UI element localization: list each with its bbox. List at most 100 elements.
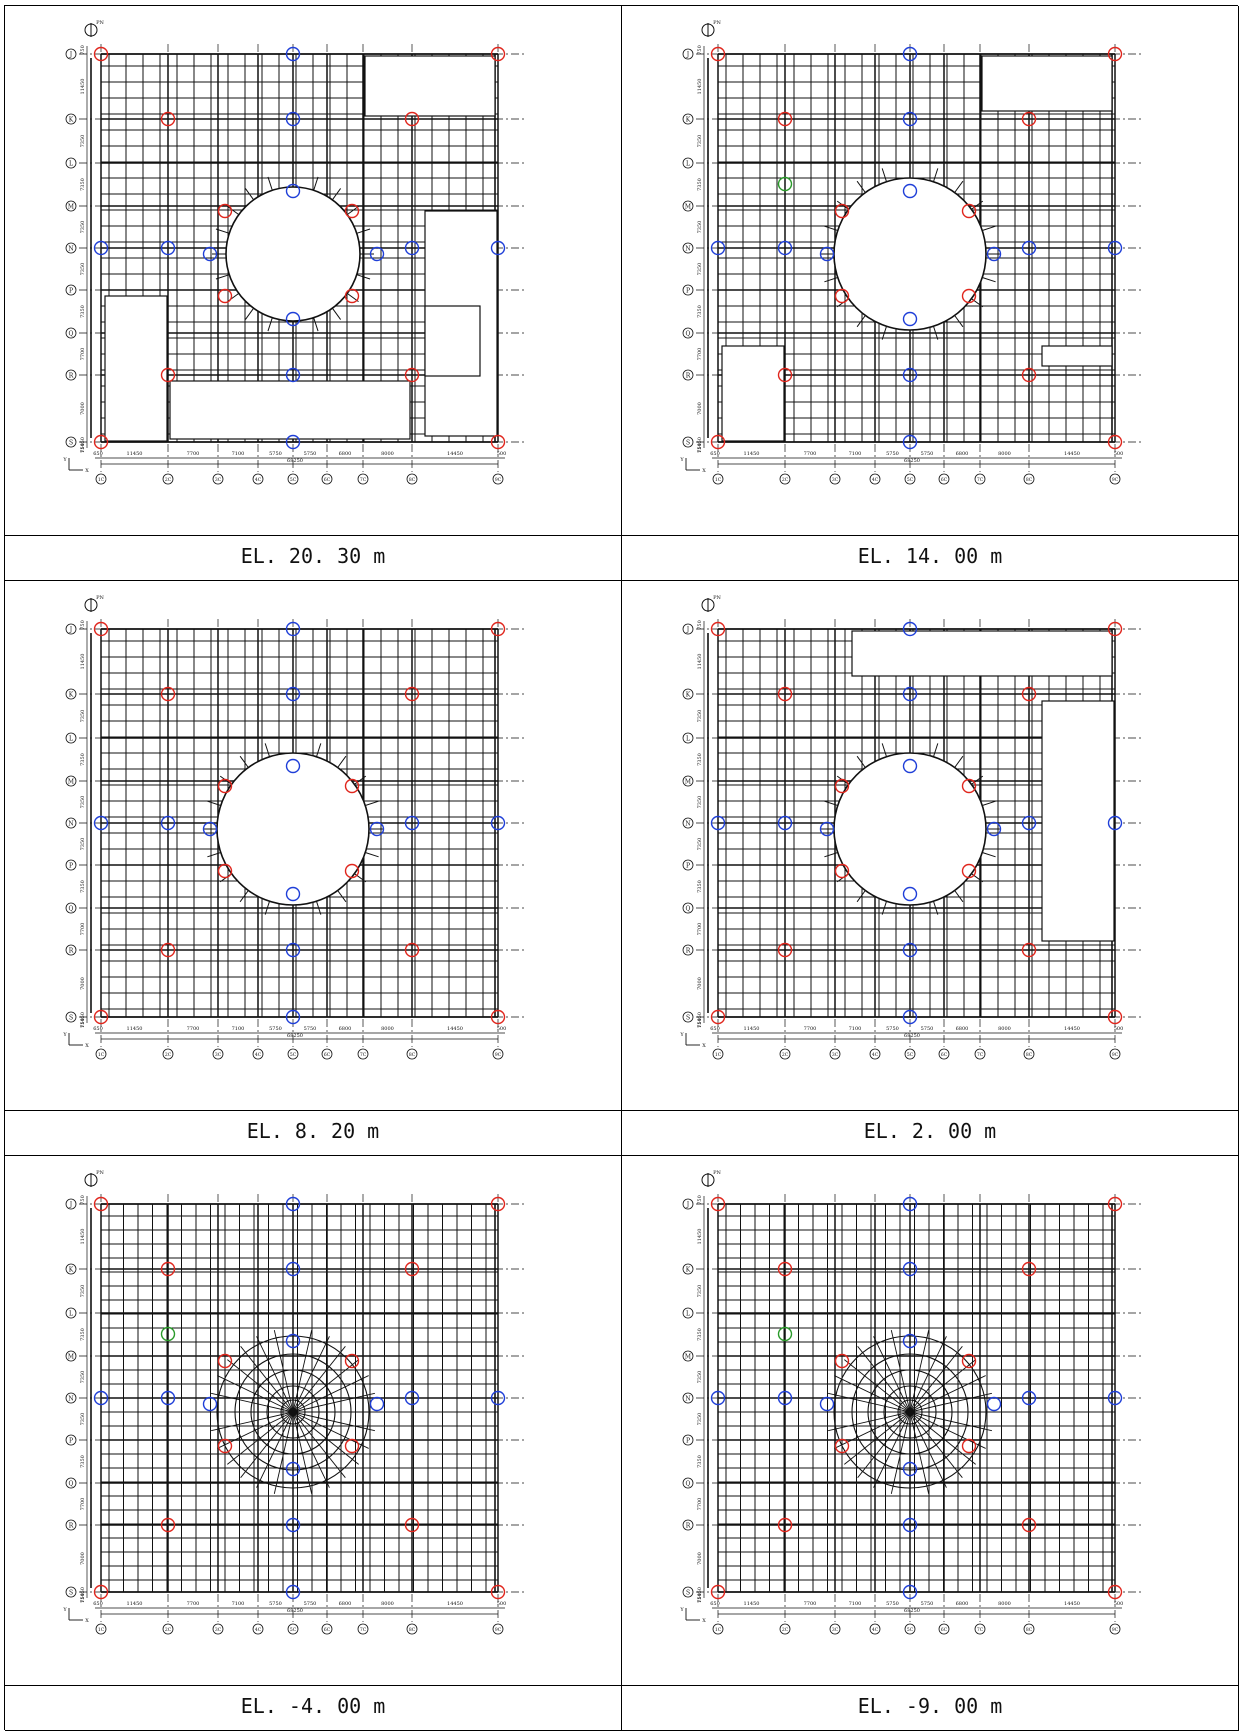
column-marker-blue xyxy=(285,183,301,199)
column-axis-label: 7C xyxy=(977,477,984,483)
axis-y-label: Y xyxy=(679,1032,684,1038)
column-spacing-label: 8000 xyxy=(998,451,1011,457)
row-axis-bubble xyxy=(65,688,77,700)
column-marker-red xyxy=(1021,1261,1037,1277)
radial-stub xyxy=(267,176,273,191)
row-spacing-label: 750 xyxy=(80,443,86,453)
row-spacing-label: 11450 xyxy=(80,1012,86,1028)
total-dimension-label: 68250 xyxy=(287,458,303,464)
column-axis-label: 9C xyxy=(495,1052,502,1058)
column-spacing-label: 8000 xyxy=(381,1026,394,1032)
radial-stub xyxy=(337,755,347,768)
column-axis-bubble xyxy=(1109,1048,1121,1060)
radial-stub xyxy=(215,228,230,234)
column-axis-bubble xyxy=(974,1048,986,1060)
row-axis-bubble xyxy=(682,369,694,381)
row-axis-bubble xyxy=(65,1198,77,1210)
radial-beam xyxy=(292,1359,359,1413)
column-axis-label: 1C xyxy=(98,1627,105,1633)
radial-beam xyxy=(292,1411,313,1494)
row-axis-label: R xyxy=(69,1523,74,1530)
row-spacing-label: 7350 xyxy=(80,880,86,893)
row-axis-bubble xyxy=(65,775,77,787)
radial-beam xyxy=(273,1411,294,1494)
row-spacing-label: 7700 xyxy=(697,1498,703,1511)
radial-beam xyxy=(211,1411,294,1432)
column-axis-label: 5C xyxy=(907,1052,914,1058)
caption-divider xyxy=(622,1110,1238,1111)
row-axis-bubble xyxy=(65,817,77,829)
column-marker-red xyxy=(1021,1517,1037,1533)
column-marker-blue xyxy=(285,1196,301,1212)
column-marker-blue xyxy=(819,246,835,262)
column-axis-bubble xyxy=(938,1048,950,1060)
column-axis-label: 7C xyxy=(360,1627,367,1633)
column-marker-blue xyxy=(285,942,301,958)
column-axis-bubble xyxy=(938,473,950,485)
radial-stub xyxy=(881,168,887,182)
radial-stub xyxy=(337,890,347,903)
radial-beam xyxy=(292,1392,375,1413)
radial-stub xyxy=(313,317,319,332)
column-spacing-label: 7100 xyxy=(232,1026,245,1032)
row-axis-label: L xyxy=(69,1311,73,1318)
column-marker-red xyxy=(160,111,176,127)
column-marker-red xyxy=(777,686,793,702)
radial-stub xyxy=(856,180,866,193)
column-marker-blue xyxy=(404,240,420,256)
column-marker-red xyxy=(1021,686,1037,702)
column-marker-blue xyxy=(285,686,301,702)
column-marker-blue xyxy=(902,886,918,902)
row-spacing-label: 7350 xyxy=(80,135,86,148)
row-spacing-label: 7350 xyxy=(80,838,86,851)
row-axis-bubble xyxy=(682,859,694,871)
column-marker-red xyxy=(160,942,176,958)
radial-beam xyxy=(240,1411,294,1478)
row-axis-bubble xyxy=(682,284,694,296)
radial-stub xyxy=(856,755,866,768)
column-spacing-label: 14450 xyxy=(447,1601,463,1607)
row-axis-bubble xyxy=(682,1011,694,1023)
row-axis-bubble xyxy=(65,327,77,339)
row-axis-label: N xyxy=(68,246,73,253)
column-marker-red xyxy=(710,434,726,450)
row-spacing-label: 750 xyxy=(697,1018,703,1028)
radial-stub xyxy=(346,205,359,216)
column-spacing-label: 650 xyxy=(93,451,103,457)
column-marker-blue xyxy=(285,1517,301,1533)
radial-beam xyxy=(909,1411,963,1478)
column-marker-red xyxy=(777,942,793,958)
elevation-label: EL. 8. 20 m xyxy=(246,1119,380,1143)
radial-beam xyxy=(890,1330,911,1413)
row-axis-label: K xyxy=(69,692,74,699)
row-spacing-label: 11450 xyxy=(697,79,703,95)
column-axis-label: 7C xyxy=(360,477,367,483)
column-marker-blue xyxy=(902,1584,918,1600)
north-label: PN xyxy=(713,595,721,601)
column-spacing-label: 650 xyxy=(710,451,720,457)
column-marker-red xyxy=(1107,1584,1123,1600)
row-axis-bubble xyxy=(682,902,694,914)
row-axis-label: R xyxy=(69,373,74,380)
column-spacing-label: 7100 xyxy=(232,451,245,457)
radial-beam xyxy=(240,1346,294,1413)
row-axis-bubble xyxy=(65,1263,77,1275)
column-spacing-label: 5750 xyxy=(921,451,934,457)
column-marker-blue xyxy=(285,621,301,637)
column-marker-blue xyxy=(819,1396,835,1412)
caption-divider xyxy=(622,535,1238,536)
radial-stub xyxy=(207,800,221,806)
column-marker-blue xyxy=(285,1333,301,1349)
column-marker-blue xyxy=(902,111,918,127)
radial-stub xyxy=(215,274,230,280)
column-spacing-label: 8000 xyxy=(381,451,394,457)
row-axis-label: L xyxy=(69,161,73,168)
row-spacing-label: 750 xyxy=(697,1195,703,1205)
column-axis-label: 5C xyxy=(290,1052,297,1058)
row-axis-label: S xyxy=(69,440,73,447)
row-spacing-label: 7350 xyxy=(80,221,86,234)
column-axis-label: 1C xyxy=(98,477,105,483)
